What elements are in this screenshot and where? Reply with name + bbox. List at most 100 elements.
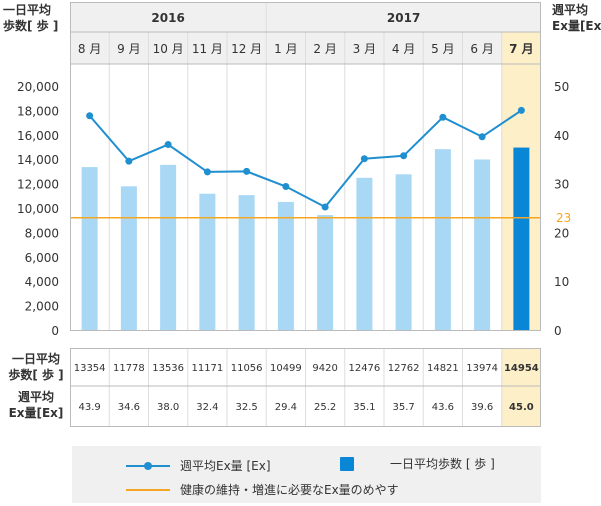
left-tick-3: 6,000 [25, 251, 59, 265]
bar-4 [199, 193, 216, 330]
bar-1 [81, 167, 98, 330]
table-cell: 11171 [191, 363, 223, 374]
table-cell: 38.0 [157, 402, 179, 413]
legend-bar-label: 一日平均歩数 [ 歩 ] [390, 457, 495, 471]
table-cell: 9420 [312, 363, 337, 374]
line-point-2 [125, 157, 133, 165]
line-series [88, 109, 522, 209]
target-label: 23 [556, 211, 571, 225]
left-tick-5: 10,000 [17, 202, 59, 216]
table-row-1-label-line-1: 一日平均 [12, 351, 60, 366]
table-cell: 13354 [74, 363, 106, 374]
line-point-1 [86, 112, 94, 120]
right-axis-title-line-1: 週平均 [552, 2, 588, 17]
table-cell: 13536 [152, 363, 184, 374]
line-point-3 [164, 141, 172, 149]
right-tick-3: 30 [554, 178, 569, 192]
month-label-1: 8 月 [78, 42, 101, 56]
month-label-2: 9 月 [117, 42, 140, 56]
year-label-2016: 2016 [151, 11, 184, 25]
right-tick-5: 50 [554, 80, 569, 94]
year-label-2017: 2017 [387, 11, 420, 25]
table-cell: 35.7 [392, 402, 414, 413]
month-label-7: 2 月 [313, 42, 336, 56]
month-label-12: 7 月 [509, 42, 534, 56]
left-tick-10: 20,000 [17, 80, 59, 94]
line-point-6 [282, 183, 290, 191]
table-cell: 45.0 [509, 402, 534, 413]
month-label-11: 6 月 [470, 42, 493, 56]
right-tick-4: 40 [554, 129, 569, 143]
legend-bar-marker [340, 456, 354, 471]
line-point-4 [203, 168, 211, 176]
line-point-11 [478, 133, 486, 141]
table-cell: 12762 [388, 363, 420, 374]
table-cell: 14821 [427, 363, 459, 374]
line-point-9 [400, 152, 408, 160]
right-tick-2: 20 [554, 226, 569, 240]
table-cell: 14954 [504, 363, 539, 374]
table-frame [70, 348, 541, 427]
table-cell: 29.4 [275, 402, 297, 413]
table-cell: 43.9 [78, 402, 100, 413]
plot-frame [70, 2, 541, 331]
line-point-7 [321, 203, 329, 211]
table-cell: 11056 [231, 363, 263, 374]
table-cell: 11778 [113, 363, 145, 374]
legend-item-bar: 一日平均歩数 [ 歩 ] [340, 455, 495, 472]
month-label-6: 1 月 [274, 42, 297, 56]
left-tick-1: 2,000 [25, 300, 59, 314]
legend-item-line: 週平均Ex量 [Ex] [126, 457, 271, 474]
legend-target-marker [126, 488, 170, 491]
legend-line-label: 週平均Ex量 [Ex] [180, 459, 271, 473]
bar-3 [160, 164, 177, 330]
left-tick-6: 12,000 [17, 178, 59, 192]
left-tick-7: 14,000 [17, 153, 59, 167]
table-cell: 10499 [270, 363, 302, 374]
legend-target-label: 健康の維持・増進に必要なEx量のめやす [180, 483, 399, 497]
left-tick-0: 0 [51, 324, 59, 338]
bar-5 [238, 195, 255, 330]
left-tick-4: 8,000 [25, 226, 59, 240]
bar-11 [474, 159, 491, 330]
line-point-12 [517, 106, 525, 114]
legend-line-marker [126, 461, 170, 471]
bar-8 [356, 177, 373, 330]
left-tick-8: 16,000 [17, 129, 59, 143]
table-cell: 12476 [348, 363, 380, 374]
table-cell: 25.2 [314, 402, 336, 413]
table-cell: 39.6 [471, 402, 493, 413]
table-cell: 35.1 [353, 402, 375, 413]
line-point-5 [243, 167, 251, 175]
right-axis-title-line-2: Ex量[Ex] [552, 19, 601, 33]
bar-10 [434, 149, 451, 330]
month-label-5: 12 月 [231, 42, 262, 56]
month-label-3: 10 月 [153, 42, 184, 56]
bar-6 [277, 201, 294, 330]
month-label-4: 11 月 [192, 42, 223, 56]
table-cell: 32.5 [235, 402, 257, 413]
legend: 週平均Ex量 [Ex] 一日平均歩数 [ 歩 ] 健康の維持・増進に必要なEx量… [72, 446, 541, 503]
bar-12 [513, 147, 530, 330]
left-axis-title-line-2: 歩数[ 歩 ] [3, 18, 58, 33]
month-label-10: 5 月 [431, 42, 454, 56]
line-point-8 [360, 155, 368, 163]
left-axis-title-line-1: 一日平均 [3, 2, 51, 17]
month-label-9: 4 月 [392, 42, 415, 56]
right-tick-1: 10 [554, 275, 569, 289]
table-cell: 43.6 [432, 402, 454, 413]
table-row-2-label-line-2: Ex量[Ex] [9, 406, 64, 420]
table-cell: 13974 [466, 363, 498, 374]
bar-2 [120, 186, 137, 330]
table-cell: 32.4 [196, 402, 218, 413]
month-label-8: 3 月 [353, 42, 376, 56]
highlight-table-cell [501, 348, 541, 426]
right-tick-0: 0 [554, 324, 562, 338]
table-row-2-label-line-1: 週平均 [18, 389, 54, 404]
left-tick-2: 4,000 [25, 275, 59, 289]
line-point-10 [439, 113, 447, 121]
table-cell: 34.6 [118, 402, 140, 413]
left-tick-9: 18,000 [17, 104, 59, 118]
bar-9 [395, 174, 412, 330]
